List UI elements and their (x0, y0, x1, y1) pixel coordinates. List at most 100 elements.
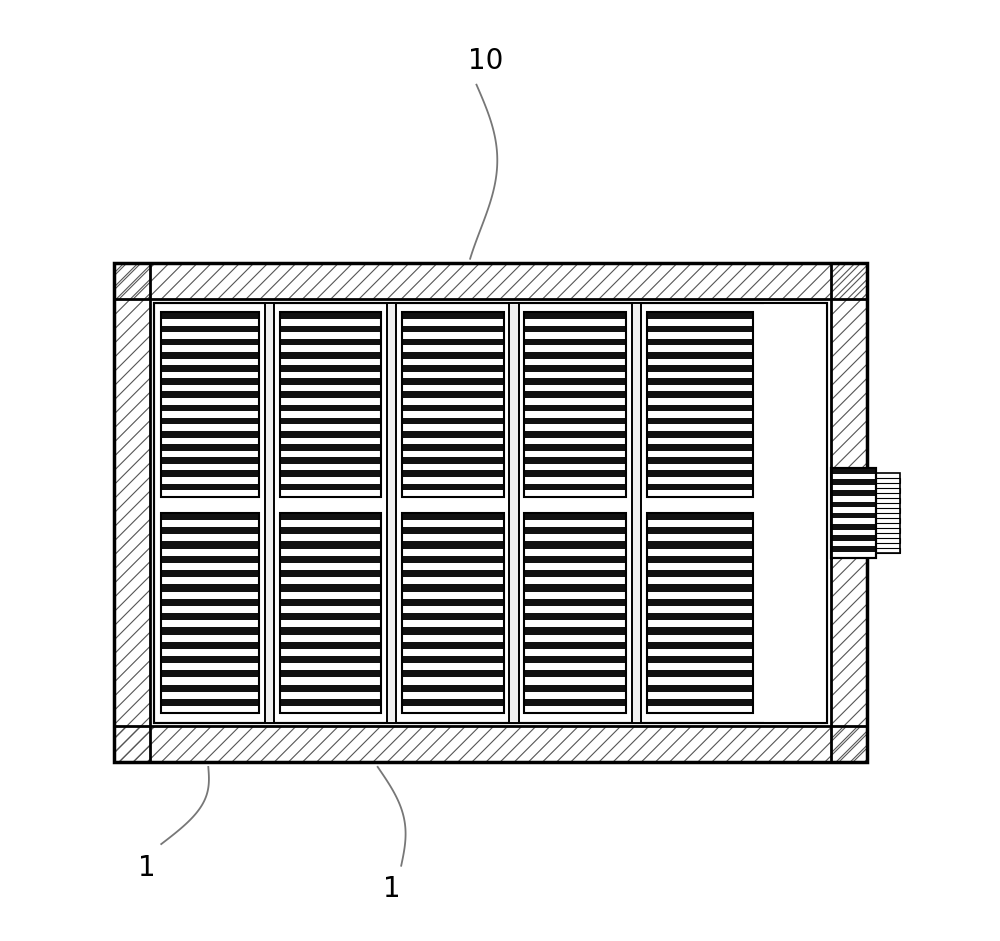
Bar (524, 541, 626, 549)
Bar (524, 513, 626, 713)
Bar (154, 303, 827, 723)
Bar (509, 303, 519, 723)
Bar (647, 339, 753, 345)
Bar (114, 726, 867, 762)
Bar (280, 339, 381, 345)
Bar (161, 312, 259, 497)
Bar (402, 513, 504, 713)
Bar (402, 431, 504, 438)
Bar (524, 598, 626, 606)
Bar (161, 418, 259, 424)
Bar (524, 685, 626, 692)
Bar (647, 431, 753, 438)
Bar (161, 527, 259, 534)
Bar (764, 303, 827, 723)
Bar (402, 541, 504, 549)
Bar (524, 431, 626, 438)
Bar (161, 513, 259, 520)
Bar (280, 556, 381, 563)
Bar (831, 469, 876, 473)
Bar (280, 352, 381, 359)
Bar (647, 312, 753, 497)
Bar (524, 444, 626, 451)
Bar (161, 312, 259, 497)
Bar (831, 468, 876, 557)
Bar (647, 513, 753, 713)
Bar (161, 642, 259, 649)
Bar (831, 263, 867, 762)
Bar (524, 556, 626, 563)
Bar (402, 527, 504, 534)
Bar (402, 598, 504, 606)
Bar (524, 405, 626, 411)
Bar (161, 444, 259, 451)
Bar (876, 478, 900, 483)
Bar (114, 263, 150, 762)
Bar (402, 312, 504, 497)
Bar (524, 391, 626, 398)
Bar (647, 628, 753, 634)
Text: 1: 1 (138, 853, 156, 882)
Bar (647, 365, 753, 372)
Bar (161, 656, 259, 663)
Bar (280, 444, 381, 451)
Bar (280, 312, 381, 497)
Bar (402, 513, 504, 713)
Bar (524, 365, 626, 372)
Bar (280, 312, 381, 319)
Bar (647, 556, 753, 563)
Bar (402, 457, 504, 464)
Bar (831, 535, 876, 541)
Bar (402, 378, 504, 385)
Bar (161, 470, 259, 477)
Bar (876, 548, 900, 553)
Bar (280, 431, 381, 438)
Bar (387, 303, 396, 723)
Bar (161, 378, 259, 385)
Bar (524, 513, 626, 713)
Bar (647, 513, 753, 713)
Bar (161, 556, 259, 563)
Bar (831, 479, 876, 485)
Bar (265, 303, 274, 723)
Text: 10: 10 (468, 47, 504, 75)
Bar (647, 391, 753, 398)
Bar (876, 487, 900, 493)
Bar (524, 628, 626, 634)
Bar (876, 472, 900, 553)
Bar (647, 656, 753, 663)
Bar (280, 378, 381, 385)
Bar (402, 470, 504, 477)
Bar (647, 378, 753, 385)
Bar (647, 405, 753, 411)
Bar (524, 642, 626, 649)
Bar (161, 699, 259, 706)
Bar (402, 699, 504, 706)
Bar (402, 656, 504, 663)
Bar (524, 418, 626, 424)
Bar (647, 312, 753, 319)
Bar (402, 352, 504, 359)
Bar (280, 628, 381, 634)
Bar (161, 405, 259, 411)
Bar (154, 303, 827, 723)
Bar (647, 352, 753, 359)
Bar (402, 312, 504, 497)
Bar (524, 378, 626, 385)
Bar (161, 614, 259, 620)
Bar (402, 418, 504, 424)
Bar (280, 484, 381, 490)
Bar (280, 470, 381, 477)
Bar (161, 513, 259, 713)
Bar (647, 457, 753, 464)
Bar (161, 670, 259, 678)
Bar (876, 498, 900, 502)
Bar (647, 584, 753, 592)
Bar (280, 457, 381, 464)
Bar (161, 326, 259, 332)
Bar (831, 513, 876, 518)
Bar (402, 570, 504, 577)
Text: 1: 1 (383, 875, 401, 903)
Bar (402, 614, 504, 620)
Bar (876, 528, 900, 533)
